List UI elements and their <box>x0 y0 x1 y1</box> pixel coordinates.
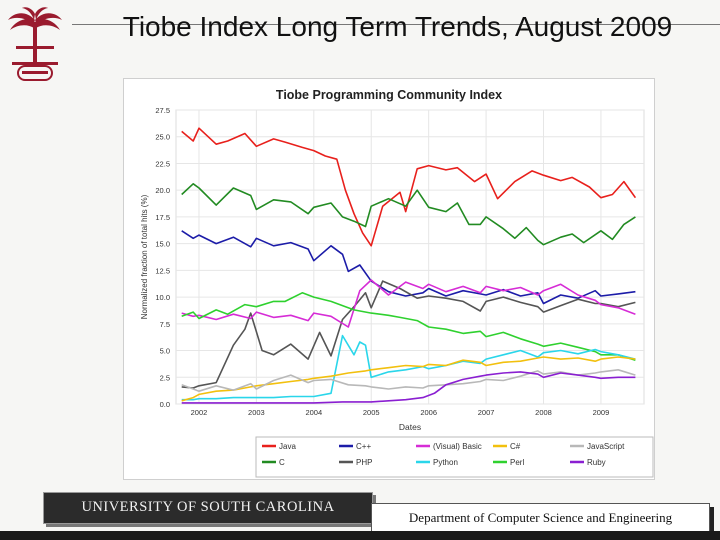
series-line-c <box>181 230 636 305</box>
top-rule <box>72 24 720 25</box>
x-tick-label: 2003 <box>248 408 265 417</box>
legend-label: Java <box>279 442 296 451</box>
slide-title: Tiobe Index Long Term Trends, August 200… <box>122 11 673 42</box>
x-tick-label: 2004 <box>305 408 322 417</box>
y-tick-label: 17.5 <box>155 213 170 222</box>
legend-box <box>255 436 654 478</box>
series-line-perl <box>181 292 636 361</box>
series-line-c <box>181 183 636 246</box>
university-footer: UNIVERSITY OF SOUTH CAROLINA <box>43 492 373 524</box>
legend-label: JavaScript <box>587 442 625 451</box>
y-axis-label: Normalized fraction of total hits (%) <box>140 194 149 319</box>
y-tick-label: 7.5 <box>160 320 170 329</box>
x-axis-label: Dates <box>399 422 421 432</box>
series-line-javascript <box>181 368 636 393</box>
plot-area <box>175 109 645 405</box>
palmetto-tree-seal-icon <box>8 7 62 81</box>
chart-title: Tiobe Programming Community Index <box>276 88 502 102</box>
legend-label: C <box>279 458 285 467</box>
y-tick-label: 25.0 <box>155 133 170 142</box>
x-tick-label: 2007 <box>478 408 495 417</box>
legend-label: C++ <box>356 442 371 451</box>
y-tick-label: 22.5 <box>155 159 170 168</box>
legend-label: PHP <box>356 458 372 467</box>
legend-label: C# <box>510 442 521 451</box>
x-tick-label: 2006 <box>420 408 437 417</box>
legend-label: (Visual) Basic <box>433 442 482 451</box>
legend-label: Python <box>433 458 458 467</box>
x-tick-label: 2008 <box>535 408 552 417</box>
line-chart: Tiobe Programming Community Index 0.0 2.5 5… <box>140 88 654 478</box>
series-line-ruby <box>181 371 636 404</box>
department-footer: Department of Computer Science and Engin… <box>371 503 710 533</box>
legend-label: Perl <box>510 458 524 467</box>
y-tick-label: 10.0 <box>155 293 170 302</box>
y-tick-label: 5.0 <box>160 347 170 356</box>
y-tick-label: 20.0 <box>155 186 170 195</box>
chart-frame: Tiobe Programming Community Index 0.0 2.5 5… <box>123 78 655 480</box>
series-line-visual-basic <box>181 279 636 328</box>
y-tick-label: 15.0 <box>155 240 170 249</box>
series-line-java <box>181 127 637 247</box>
y-tick-label: 12.5 <box>155 266 170 275</box>
y-tick-label: 0.0 <box>160 400 170 409</box>
x-tick-label: 2009 <box>593 408 610 417</box>
x-tick-label: 2002 <box>191 408 208 417</box>
x-tick-label: 2005 <box>363 408 380 417</box>
series-line-python <box>181 334 636 401</box>
y-tick-label: 27.5 <box>155 106 170 115</box>
y-tick-label: 2.5 <box>160 373 170 382</box>
bottom-bar <box>0 531 720 540</box>
legend-label: Ruby <box>587 458 606 467</box>
